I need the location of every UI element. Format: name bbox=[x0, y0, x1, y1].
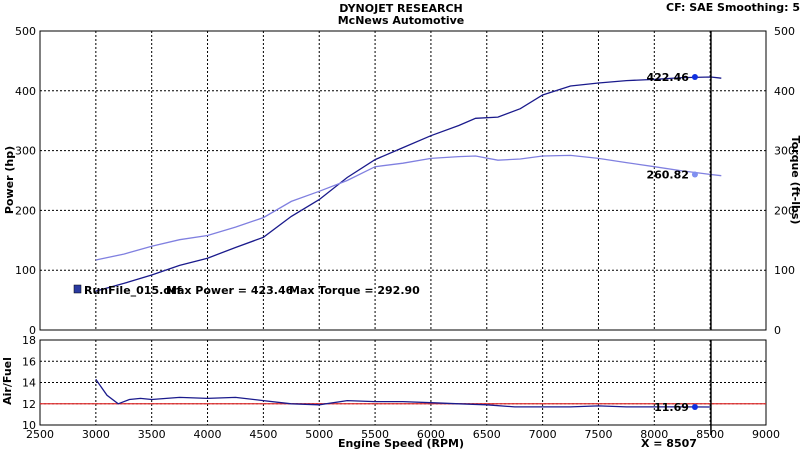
legend-run-file: RunFile_015.drf bbox=[84, 284, 182, 297]
power-tick-label: 200 bbox=[15, 204, 36, 217]
power-plot-series: 422.46 260.82 bbox=[95, 71, 722, 292]
chart-title: DYNOJET RESEARCH bbox=[339, 2, 462, 15]
torque-tick-label: 400 bbox=[774, 85, 795, 98]
afr-curve bbox=[95, 378, 711, 408]
torque-cursor-value: 260.82 bbox=[646, 169, 688, 182]
rpm-tick-label: 2500 bbox=[26, 428, 54, 441]
rpm-tick-label: 9000 bbox=[752, 428, 780, 441]
torque-tick-label: 100 bbox=[774, 264, 795, 277]
afr-plot-series: 11.69 bbox=[40, 378, 766, 414]
torque-tick-label: 200 bbox=[774, 204, 795, 217]
torque-axis-title: Torque (ft-lbs) bbox=[789, 136, 802, 225]
rpm-tick-label: 3000 bbox=[82, 428, 110, 441]
power-plot-ticks: 0 0 100 100 200 200 300 300 400 400 500 500 bbox=[15, 25, 795, 337]
rpm-tick-label: 5500 bbox=[361, 428, 389, 441]
power-tick-label: 0 bbox=[29, 324, 36, 337]
legend-max-torque: Max Torque = 292.90 bbox=[289, 284, 420, 297]
power-cursor-value: 422.46 bbox=[646, 71, 689, 84]
chart-subtitle: McNews Automotive bbox=[338, 14, 465, 27]
rpm-tick-label: 6000 bbox=[417, 428, 445, 441]
afr-plot-ticks: 2500 3000 3500 4000 4500 5000 5500 6000 6500 7000… bbox=[22, 334, 780, 441]
power-axis-title: Power (hp) bbox=[3, 146, 16, 214]
afr-tick-label: 18 bbox=[22, 334, 36, 347]
legend-max-power: Max Power = 423.46 bbox=[166, 284, 294, 297]
afr-tick-label: 16 bbox=[22, 355, 36, 368]
power-tick-label: 500 bbox=[15, 25, 36, 38]
rpm-axis-title: Engine Speed (RPM) bbox=[338, 437, 464, 450]
settings-label: CF: SAE Smoothing: 5 bbox=[666, 1, 800, 14]
torque-tick-label: 0 bbox=[774, 324, 781, 337]
afr-tick-label: 14 bbox=[22, 377, 36, 390]
torque-tick-label: 500 bbox=[774, 25, 795, 38]
chart-legend: RunFile_015.drf Max Power = 423.46 Max T… bbox=[73, 284, 420, 297]
torque-cursor-marker bbox=[691, 171, 698, 178]
torque-curve bbox=[95, 154, 722, 261]
afr-cursor-marker bbox=[691, 404, 698, 411]
legend-swatch bbox=[73, 284, 82, 294]
afr-axis-title: Air/Fuel bbox=[1, 357, 14, 405]
afr-tick-label: 12 bbox=[22, 398, 36, 411]
rpm-tick-label: 7000 bbox=[529, 428, 557, 441]
rpm-tick-label: 7500 bbox=[584, 428, 612, 441]
power-tick-label: 100 bbox=[15, 264, 36, 277]
power-curve bbox=[95, 76, 722, 292]
afr-cursor-value: 11.69 bbox=[654, 401, 689, 414]
rpm-tick-label: 4000 bbox=[194, 428, 222, 441]
rpm-tick-label: 4500 bbox=[249, 428, 277, 441]
torque-tick-label: 300 bbox=[774, 145, 795, 158]
rpm-tick-label: 8000 bbox=[640, 428, 668, 441]
rpm-tick-label: 3500 bbox=[138, 428, 166, 441]
power-plot-grid bbox=[39, 30, 767, 331]
rpm-tick-label: 5000 bbox=[305, 428, 333, 441]
power-tick-label: 400 bbox=[15, 85, 36, 98]
rpm-tick-label: 6500 bbox=[473, 428, 501, 441]
power-plot-frame bbox=[39, 30, 767, 331]
afr-tick-label: 10 bbox=[22, 419, 36, 432]
cursor-x-label: X = 8507 bbox=[641, 437, 697, 450]
power-tick-label: 300 bbox=[15, 145, 36, 158]
power-cursor-marker bbox=[691, 74, 698, 81]
rpm-tick-label: 8500 bbox=[696, 428, 724, 441]
